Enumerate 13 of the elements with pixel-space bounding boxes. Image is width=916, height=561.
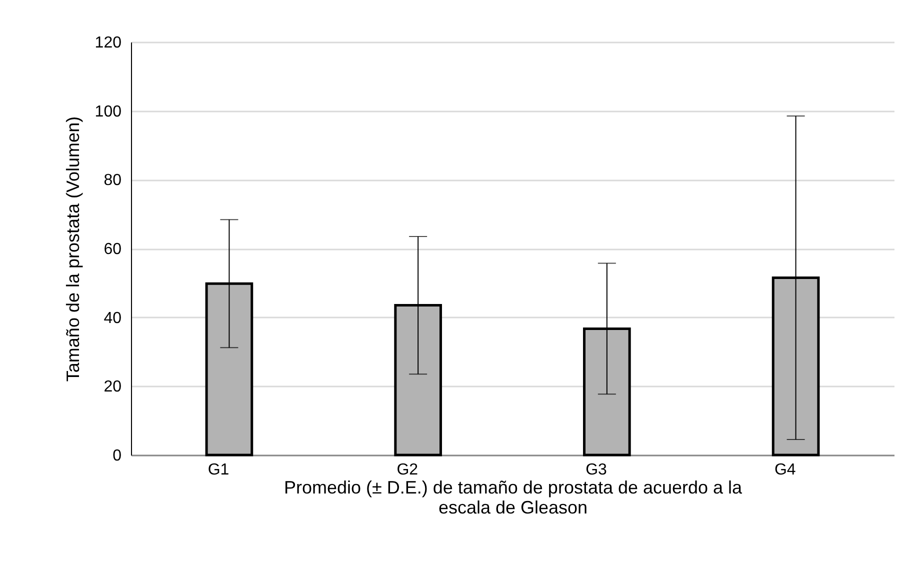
y-tick-label: 60 bbox=[104, 241, 122, 258]
y-tick-label: 0 bbox=[112, 448, 122, 464]
y-axis-title: Tamaño de la prostata (Volumen) bbox=[62, 116, 83, 382]
x-axis-title: Promedio (± D.E.) de tamaño de prostata de acuerdo a la escala de Gleason bbox=[284, 478, 744, 518]
y-tick-label: 120 bbox=[94, 34, 122, 52]
x-tick-label: G3 bbox=[586, 462, 608, 478]
y-tick-label: 40 bbox=[104, 310, 122, 327]
x-tick-label: G2 bbox=[396, 462, 418, 478]
y-tick-label: 100 bbox=[94, 103, 122, 120]
y-tick-label: 80 bbox=[104, 172, 122, 190]
x-tick-label: G1 bbox=[208, 462, 230, 478]
y-tick-label: 20 bbox=[104, 378, 122, 396]
x-tick-label: G4 bbox=[774, 462, 796, 478]
